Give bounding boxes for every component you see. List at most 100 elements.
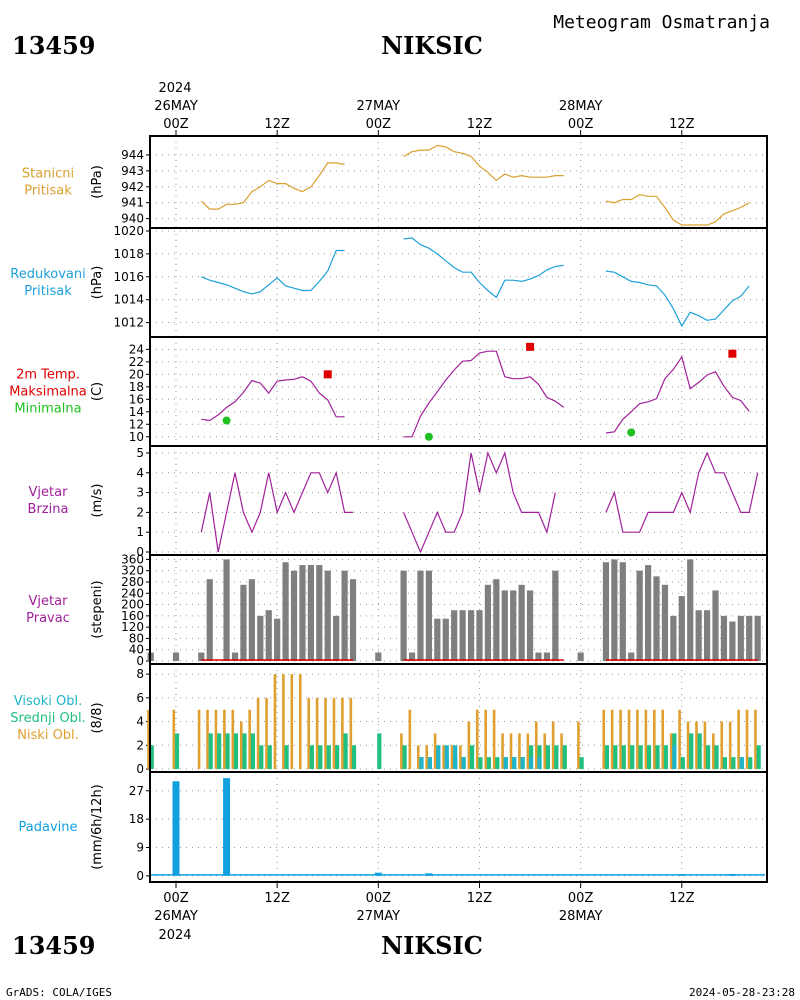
x-tick-label-top: 00Z bbox=[163, 117, 189, 132]
x-tick-label-top: 12Z bbox=[669, 117, 695, 132]
cloud-bar bbox=[528, 757, 534, 769]
series-line bbox=[605, 355, 750, 434]
y-tick-label: 200 bbox=[121, 598, 144, 612]
cloud-bar bbox=[256, 697, 260, 769]
cloud-bar bbox=[492, 709, 496, 769]
cloud-bar bbox=[613, 745, 618, 769]
panel-label: 2m Temp. bbox=[16, 368, 80, 383]
panel-wind_speed bbox=[146, 445, 768, 556]
direction-bar bbox=[552, 570, 559, 661]
y-tick-label: 6 bbox=[136, 691, 144, 705]
date-label-bottom: 26MAY bbox=[154, 909, 198, 924]
cloud-bar bbox=[705, 745, 711, 769]
cloud-bar bbox=[282, 674, 285, 769]
panel-frame bbox=[149, 445, 768, 556]
cloud-bar bbox=[309, 745, 314, 769]
date-label-top: 28MAY bbox=[559, 99, 603, 114]
cloud-bar bbox=[503, 757, 508, 769]
cloud-bar bbox=[689, 733, 694, 769]
panel-wind_direction bbox=[146, 554, 768, 665]
cloud-bar bbox=[695, 721, 698, 769]
panel-temperature bbox=[146, 336, 768, 447]
direction-bar bbox=[577, 652, 584, 661]
cloud-bar bbox=[307, 697, 310, 769]
date-label-top: 27MAY bbox=[357, 99, 401, 114]
y-tick-label: 27 bbox=[129, 784, 144, 798]
panel-label: Pravac bbox=[26, 611, 70, 626]
y-tick-label: 80 bbox=[129, 631, 144, 645]
cloud-bar bbox=[720, 721, 724, 769]
direction-bar bbox=[746, 615, 753, 661]
panel-frame bbox=[149, 135, 768, 229]
direction-bar bbox=[274, 618, 281, 661]
cloud-bar bbox=[408, 709, 412, 769]
x-tick-label-top: 00Z bbox=[568, 117, 594, 132]
cloud-bar bbox=[349, 697, 353, 769]
cloud-bar bbox=[231, 709, 235, 769]
cloud-bar bbox=[453, 745, 458, 769]
y-axis-label: (stepeni) bbox=[90, 580, 105, 638]
y-axis-label: (C) bbox=[90, 382, 105, 401]
y-tick-label: 0 bbox=[136, 654, 144, 668]
panel-label: Pritisak bbox=[24, 184, 72, 199]
panel-reduced_pressure bbox=[146, 227, 768, 338]
product-title: Meteogram Osmatranja bbox=[553, 12, 770, 33]
direction-bar bbox=[307, 565, 314, 661]
cloud-bar bbox=[442, 745, 445, 769]
direction-bar bbox=[299, 565, 306, 661]
direction-bar bbox=[729, 621, 736, 661]
direction-bar bbox=[476, 610, 483, 661]
min-temp-marker bbox=[627, 428, 636, 437]
direction-bar bbox=[240, 584, 247, 661]
cloud-bar bbox=[174, 733, 180, 769]
direction-bar bbox=[265, 610, 272, 661]
cloud-bar bbox=[526, 733, 530, 769]
cloud-bar bbox=[520, 757, 525, 769]
cloud-bar bbox=[534, 721, 538, 769]
cloud-bar bbox=[172, 709, 176, 769]
direction-bar bbox=[712, 590, 719, 661]
cloud-bar bbox=[377, 733, 382, 769]
direction-bar bbox=[628, 652, 635, 661]
cloud-bar bbox=[478, 757, 483, 769]
cloud-bar bbox=[223, 709, 226, 769]
cloud-bar bbox=[602, 709, 606, 769]
y-tick-label: 10 bbox=[129, 430, 144, 444]
direction-bar bbox=[670, 615, 677, 661]
cloud-bar bbox=[436, 745, 441, 769]
y-axis-label: (8/8) bbox=[90, 702, 105, 733]
cloud-bar bbox=[646, 745, 652, 769]
y-tick-label: 16 bbox=[129, 392, 144, 406]
precip-bar bbox=[223, 778, 231, 876]
series-line bbox=[201, 376, 345, 422]
direction-bar bbox=[349, 579, 357, 661]
direction-bar bbox=[282, 562, 289, 661]
footer-timestamp: 2024-05-28-23:28 bbox=[689, 986, 795, 999]
cloud-bar bbox=[663, 745, 669, 769]
direction-bar bbox=[425, 570, 432, 661]
x-tick-label-bottom: 00Z bbox=[568, 891, 594, 906]
series-line bbox=[201, 249, 345, 295]
cloud-bar bbox=[518, 733, 521, 769]
cloud-bar bbox=[341, 697, 344, 769]
direction-bar bbox=[695, 610, 702, 661]
y-tick-label: 8 bbox=[136, 667, 144, 681]
footer-credit: GrADS: COLA/IGES bbox=[6, 986, 112, 999]
cloud-bar bbox=[678, 709, 681, 769]
y-tick-label: 22 bbox=[129, 355, 144, 369]
cloud-bar bbox=[739, 757, 744, 769]
precip-bar bbox=[425, 873, 433, 876]
panel-clouds bbox=[146, 663, 768, 773]
direction-bar bbox=[543, 652, 551, 661]
cloud-bar bbox=[273, 674, 277, 769]
cloud-bar bbox=[486, 757, 492, 769]
panel-precipitation bbox=[146, 771, 768, 883]
cloud-bar bbox=[444, 745, 449, 769]
cloud-bar bbox=[562, 745, 567, 769]
direction-bar bbox=[223, 559, 230, 661]
panel-label: Redukovani bbox=[10, 267, 85, 282]
direction-bar bbox=[324, 570, 331, 661]
y-tick-label: 120 bbox=[121, 620, 144, 634]
cloud-bar bbox=[621, 745, 626, 769]
